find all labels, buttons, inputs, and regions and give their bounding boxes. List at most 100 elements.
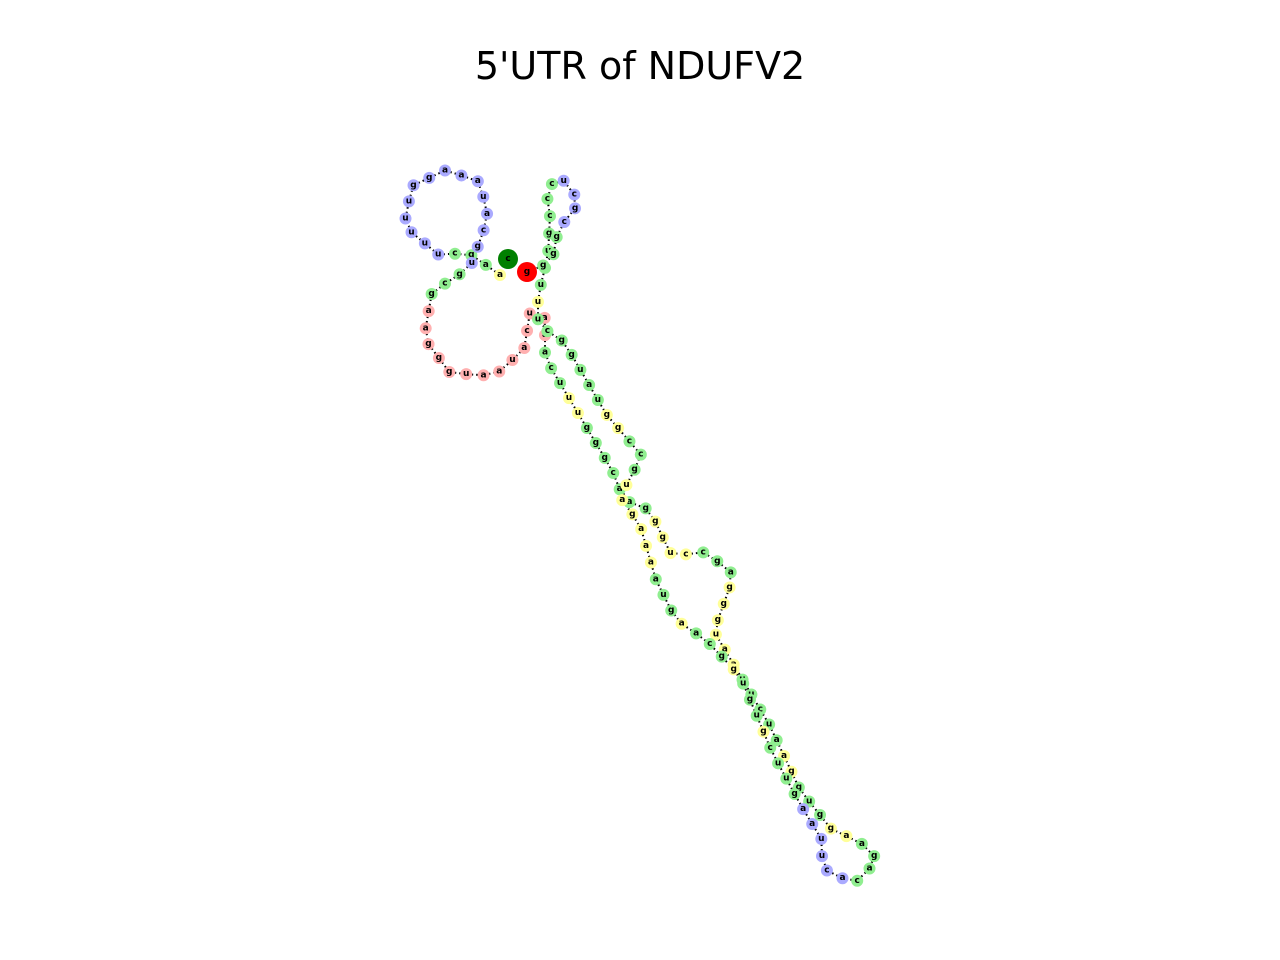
nucleotide: g [824, 822, 837, 835]
nucleotide-circle [600, 408, 613, 421]
nucleotide-label: c [452, 249, 457, 259]
nucleotide-circle [840, 830, 853, 843]
nucleotide-circle [640, 539, 653, 552]
nucleotide: u [620, 479, 633, 492]
nucleotide-label: c [562, 217, 567, 227]
nucleotide-circle [780, 772, 793, 785]
nucleotide: g [711, 614, 724, 627]
nucleotide-label: g [730, 664, 736, 674]
nucleotide: g [717, 597, 730, 610]
nucleotide-circle [816, 850, 828, 863]
nucleotide-circle [626, 508, 639, 521]
nucleotide-label: u [545, 246, 551, 256]
nucleotide-circle [477, 224, 490, 237]
nucleotide: g [656, 531, 669, 544]
nucleotide-circle [665, 604, 678, 617]
nucleotide-circle [583, 378, 596, 391]
nucleotide: c [568, 188, 581, 201]
nucleotide: a [797, 803, 810, 816]
nucleotide-label: u [754, 711, 760, 721]
nucleotide-circle [541, 325, 554, 338]
nucleotide: a [644, 556, 657, 569]
nucleotide: a [477, 369, 490, 382]
nucleotide-label: g [584, 423, 590, 433]
nucleotide-label: g [719, 652, 725, 662]
nucleotide-label: c [701, 547, 706, 557]
nucleotide-label: g [715, 615, 721, 625]
nucleotide-label: c [627, 436, 632, 446]
nucleotide: g [711, 555, 724, 568]
nucleotide-label: a [475, 176, 481, 186]
nucleotide-label: u [740, 679, 746, 689]
nucleotide-circle [532, 313, 544, 326]
nucleotide: a [836, 872, 849, 885]
nucleotide: a [724, 566, 737, 579]
nucleotide-circle [534, 278, 547, 291]
nucleotide-circle [851, 874, 864, 887]
nucleotide-label: c [481, 225, 486, 235]
nucleotide-label: u [660, 590, 666, 600]
nucleotide-label: a [617, 484, 623, 494]
nucleotide: c [697, 546, 710, 559]
nucleotide-circle [532, 295, 544, 308]
nucleotide: u [418, 237, 431, 250]
nucleotide-label: a [843, 831, 849, 841]
nucleotide: u [709, 628, 722, 641]
nucleotide: c [558, 216, 571, 229]
nucleotide-circle [422, 338, 435, 351]
nucleotide: g [723, 581, 736, 594]
nucleotide-circle [545, 178, 558, 191]
nucleotide-label: u [623, 480, 629, 490]
nucleotide-circle [545, 362, 558, 375]
nucleotide-label: g [604, 410, 610, 420]
nucleotide-circle [814, 809, 827, 822]
nucleotide: c [634, 448, 647, 461]
three-prime-end-label: g [524, 267, 530, 277]
nucleotide-circle [569, 202, 582, 215]
nucleotide: g [443, 366, 456, 379]
nucleotide-label: a [497, 270, 503, 280]
nucleotide: u [465, 257, 478, 270]
nucleotide: c [543, 210, 556, 223]
nucleotide-circle [541, 192, 554, 205]
nucleotide-label: u [435, 250, 441, 260]
nucleotide-label: u [560, 176, 566, 186]
nucleotide-label: c [549, 179, 554, 189]
nucleotide-label: u [422, 238, 428, 248]
nucleotide-label: g [426, 173, 432, 183]
five-prime-end: c [498, 249, 518, 269]
nucleotide: g [425, 288, 438, 301]
nucleotide-circle [558, 216, 571, 229]
nucleotide-circle [598, 451, 611, 464]
nucleotide-label: u [406, 196, 412, 206]
nucleotide: c [541, 192, 554, 205]
nucleotide-label: g [631, 465, 637, 475]
nucleotide-circle [453, 268, 466, 281]
nucleotide-label: a [866, 863, 872, 873]
nucleotide-circle [675, 617, 688, 630]
nucleotide-label: g [550, 249, 556, 259]
nucleotide-circle [443, 366, 456, 379]
nucleotide: u [506, 354, 519, 367]
nucleotide: a [518, 341, 531, 354]
nucleotide-circle [797, 803, 810, 816]
nucleotide: u [737, 677, 750, 690]
nucleotide-circle [868, 850, 881, 863]
nucleotide-circle [562, 392, 575, 405]
nucleotide-label: c [824, 865, 829, 875]
nucleotide-label: g [791, 789, 797, 799]
nucleotide-label: g [747, 695, 753, 705]
nucleotide: g [565, 348, 578, 361]
diagram-title: 5'UTR of NDUFV2 [474, 44, 806, 88]
nucleotide: g [757, 725, 770, 738]
nucleotide-circle [589, 436, 602, 449]
nucleotide-label: c [683, 549, 688, 559]
nucleotide-label: g [615, 423, 621, 433]
nucleotide-label: g [629, 509, 635, 519]
nucleotide: g [555, 334, 568, 347]
nucleotide: u [562, 392, 575, 405]
nucleotide-circle [855, 837, 868, 850]
nucleotide-label: a [774, 735, 780, 745]
nucleotide: a [419, 322, 432, 335]
nucleotide-label: a [481, 370, 487, 380]
